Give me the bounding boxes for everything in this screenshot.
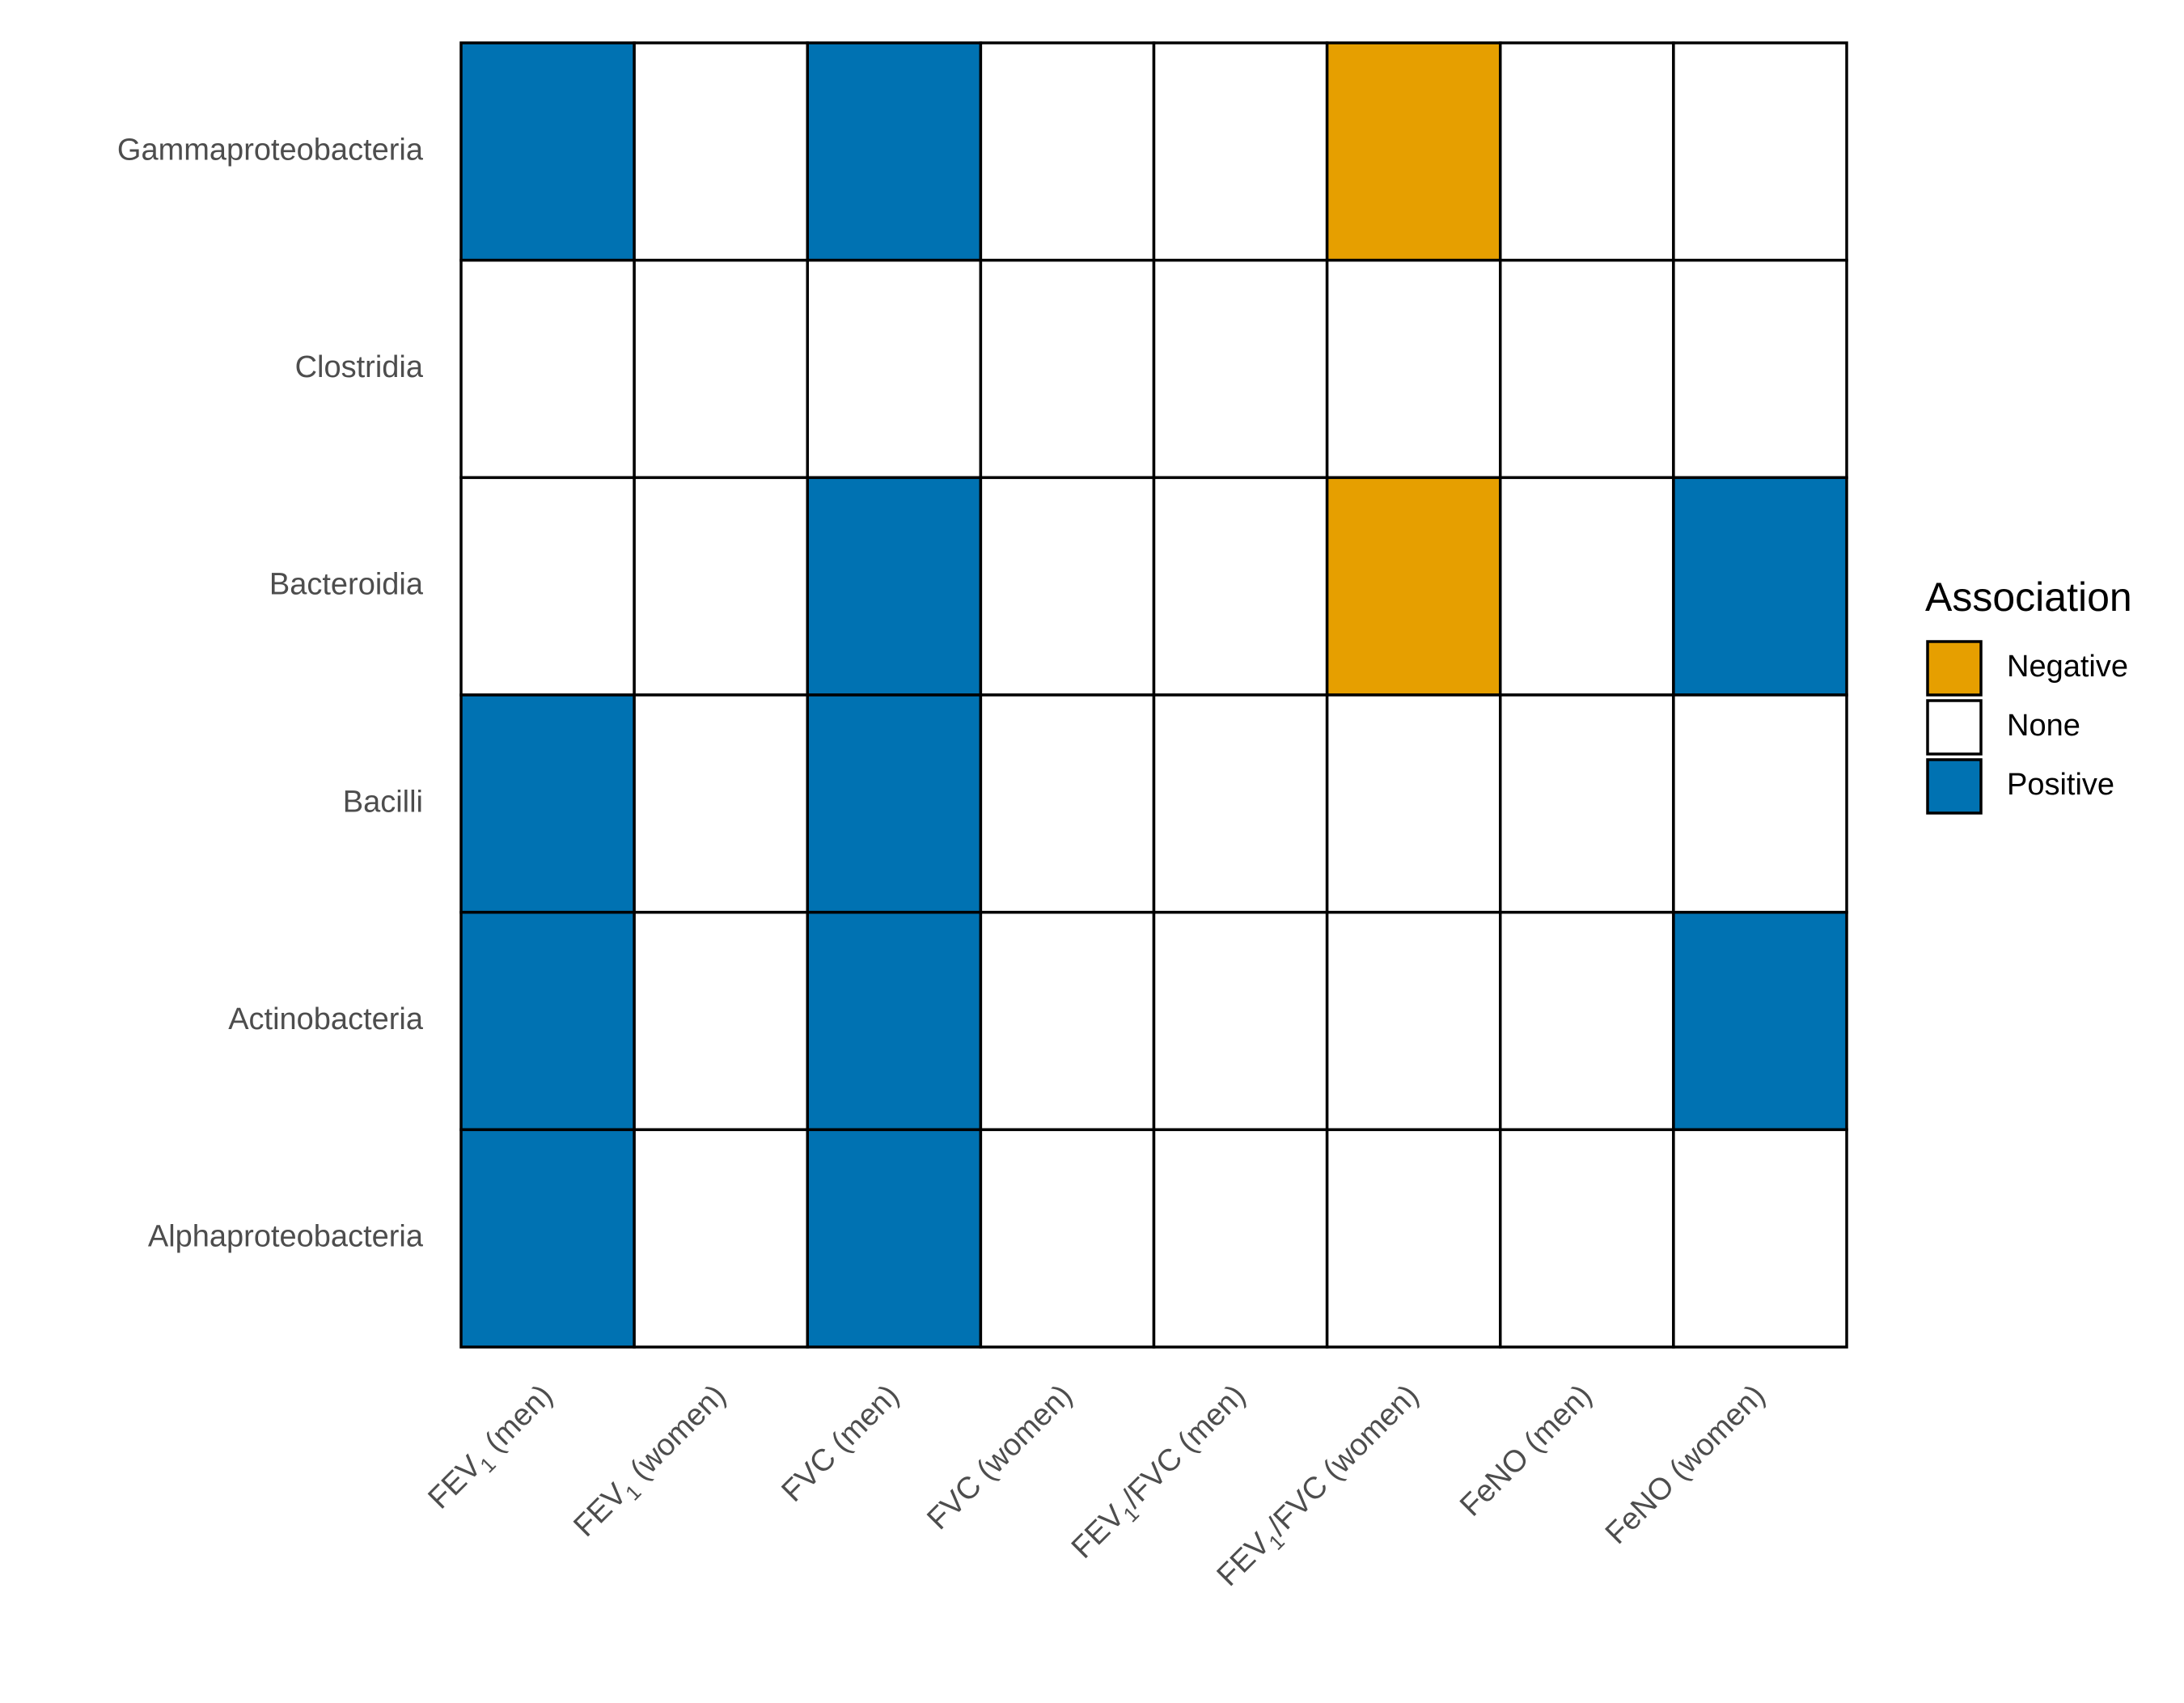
y-tick-label: Actinobacteria [228, 1002, 424, 1036]
x-tick-label: FEV1 (men) [422, 1379, 564, 1520]
heatmap-cell [633, 476, 809, 697]
heatmap-cell [1672, 910, 1848, 1132]
heatmap-cell [459, 258, 636, 480]
heatmap-cell [979, 476, 1156, 697]
x-tick-label: FEV1/FVC (men) [1065, 1379, 1256, 1570]
x-axis-tick-labels: FEV1 (men)FEV1 (women) FVC (men) FVC (wome… [422, 1379, 1772, 1597]
cells-layer [459, 41, 1848, 1349]
legend-label-none: None [2007, 709, 2080, 743]
heatmap-cell [1325, 1128, 1502, 1349]
y-tick-label: Alphaproteobacteria [148, 1220, 424, 1254]
legend-key-positive [1926, 758, 1983, 815]
heatmap-cell [1152, 693, 1329, 914]
x-tick-label-rest: (men) [472, 1379, 559, 1465]
y-axis-tick-labels: Gammaproteobacteria Clostridia Bacteroidia… [117, 133, 424, 1253]
heatmap-cell [459, 693, 636, 914]
heatmap-cell [1325, 910, 1502, 1132]
y-tick-label: Clostridia [295, 350, 424, 384]
x-tick-label: FeNO (women) [1599, 1379, 1771, 1551]
y-tick-label: Bacilli [343, 785, 423, 819]
heatmap-cell [633, 41, 809, 262]
heatmap-cell [1152, 1128, 1329, 1349]
heatmap-cell [1152, 258, 1329, 480]
heatmap-cell [1499, 258, 1675, 480]
y-tick-label: Gammaproteobacteria [117, 133, 424, 167]
heatmap-cell [1672, 1128, 1848, 1349]
x-tick-label: FEV1/FVC (women) [1211, 1379, 1429, 1597]
x-tick-label-rest: /FVC (men) [1115, 1379, 1252, 1515]
heatmap-cell [806, 1128, 983, 1349]
heatmap-cell [979, 1128, 1156, 1349]
heatmap-cell [1672, 258, 1848, 480]
x-tick-label-rest: (women) [618, 1379, 733, 1493]
heatmap-cell [806, 476, 983, 697]
heatmap-cell [633, 258, 809, 480]
heatmap-cell [1499, 476, 1675, 697]
heatmap-cell [979, 41, 1156, 262]
x-tick-label: FeNO (men) [1454, 1379, 1598, 1523]
legend-key-negative [1926, 640, 1983, 697]
legend-title: Association [1925, 574, 2132, 620]
legend-label-positive: Positive [2007, 768, 2114, 802]
heatmap-cell [1152, 41, 1329, 262]
heatmap-cell [979, 258, 1156, 480]
heatmap-cell [1325, 41, 1502, 262]
heatmap-cell [1672, 41, 1848, 262]
heatmap-cell [1499, 41, 1675, 262]
heatmap-cell [459, 476, 636, 697]
heatmap-cell [1499, 1128, 1675, 1349]
heatmap-cell [979, 693, 1156, 914]
heatmap-cell [633, 910, 809, 1132]
legend-key-none [1926, 699, 1983, 756]
heatmap-cell [1152, 476, 1329, 697]
legend-label-negative: Negative [2007, 650, 2128, 684]
heatmap-cell [633, 693, 809, 914]
x-tick-label-rest: /FVC (women) [1261, 1379, 1425, 1543]
x-tick-label-base: FVC (women) [921, 1379, 1078, 1536]
x-tick-label: FVC (men) [776, 1379, 906, 1509]
heatmap-cell [1499, 910, 1675, 1132]
x-tick-label-base: FVC (men) [776, 1379, 906, 1509]
heatmap-cell [459, 910, 636, 1132]
legend: Association Negative None Positive [1925, 574, 2132, 815]
heatmap-cell [979, 910, 1156, 1132]
heatmap-cell [806, 693, 983, 914]
heatmap-cell [806, 41, 983, 262]
x-tick-label-base: FeNO (women) [1599, 1379, 1771, 1551]
x-tick-label: FVC (women) [921, 1379, 1078, 1536]
heatmap-cell [1152, 910, 1329, 1132]
heatmap-cell [1325, 693, 1502, 914]
y-tick-label: Bacteroidia [269, 568, 424, 602]
x-tick-label: FEV1 (women) [567, 1379, 736, 1548]
heatmap-cell [1672, 476, 1848, 697]
heatmap-cell [1499, 693, 1675, 914]
heatmap-cell [806, 258, 983, 480]
heatmap-cell [459, 41, 636, 262]
heatmap-cell [633, 1128, 809, 1349]
heatmap-cell [806, 910, 983, 1132]
heatmap-cell [1325, 476, 1502, 697]
heatmap-cell [459, 1128, 636, 1349]
heatmap-cell [1325, 258, 1502, 480]
heatmap-cell [1672, 693, 1848, 914]
x-tick-label-base: FeNO (men) [1454, 1379, 1598, 1523]
